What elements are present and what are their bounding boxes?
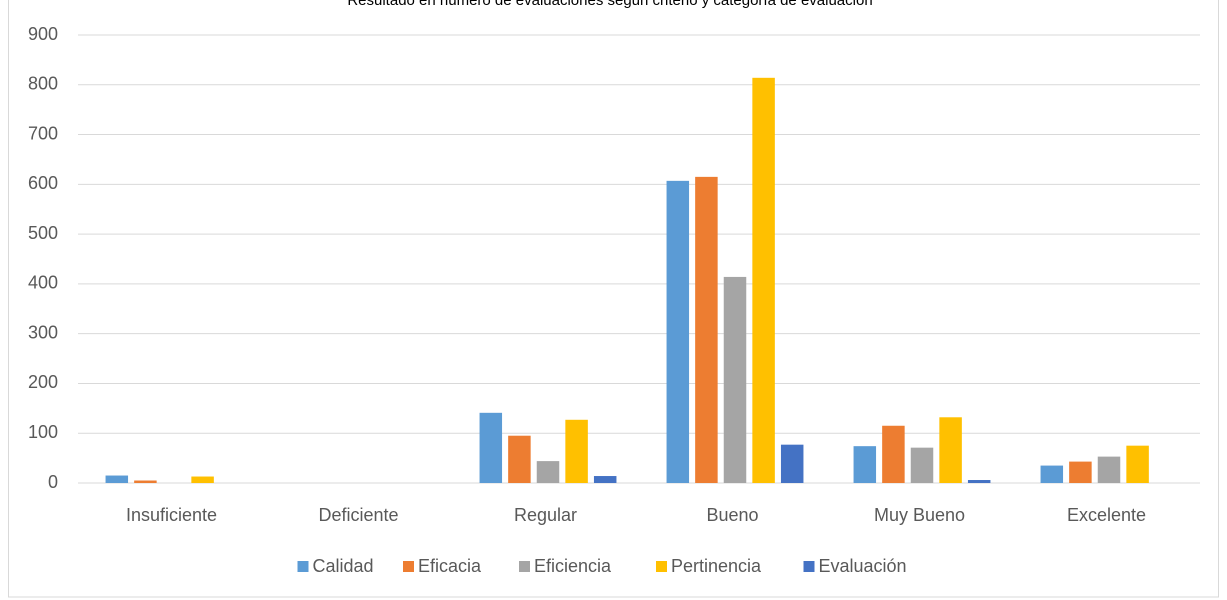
bar [106,476,129,483]
bar [882,426,905,483]
legend-label: Calidad [313,556,374,576]
legend-label: Pertinencia [671,556,762,576]
x-tick-label: Bueno [706,505,758,525]
bar [724,277,747,483]
legend-swatch [656,561,667,572]
bar [565,420,588,483]
bar [1126,446,1149,483]
y-tick-label: 600 [28,173,58,193]
bar [1069,462,1092,483]
y-tick-label: 100 [28,422,58,442]
bar [968,480,991,483]
x-tick-label: Excelente [1067,505,1146,525]
bar [594,476,617,483]
y-tick-label: 900 [28,24,58,44]
bar [695,177,718,483]
y-tick-label: 700 [28,123,58,143]
chart-title: Resultado en número de evaluaciones segú… [347,0,872,9]
bar [191,477,214,483]
y-tick-label: 0 [48,472,58,492]
bar [911,448,934,483]
y-tick-label: 200 [28,372,58,392]
y-tick-label: 500 [28,223,58,243]
bar [854,446,877,483]
bar [480,413,503,483]
bar [508,436,531,483]
legend-swatch [804,561,815,572]
y-tick-label: 800 [28,74,58,94]
legend-label: Evaluación [819,556,907,576]
bar [781,445,804,483]
bar [1041,466,1064,483]
y-tick-label: 300 [28,322,58,342]
y-tick-label: 400 [28,273,58,293]
legend-swatch [519,561,530,572]
legend-swatch [403,561,414,572]
bar [939,417,962,483]
bar [537,461,560,483]
bar [1098,457,1121,483]
bar [752,78,775,483]
x-tick-label: Deficiente [318,505,398,525]
bar [134,481,157,483]
legend-swatch [298,561,309,572]
x-tick-label: Insuficiente [126,505,217,525]
legend-label: Eficacia [418,556,482,576]
legend-label: Eficiencia [534,556,612,576]
x-tick-label: Muy Bueno [874,505,965,525]
x-tick-label: Regular [514,505,577,525]
bar [667,181,690,483]
